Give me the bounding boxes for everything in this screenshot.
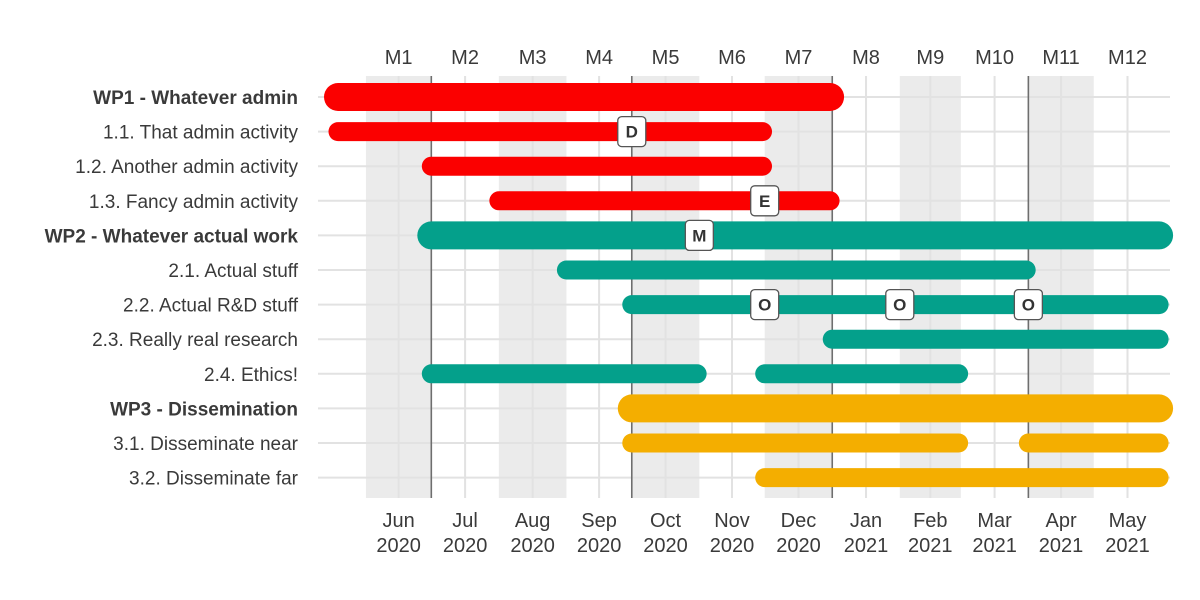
top-tick-m9: M9 bbox=[916, 47, 944, 69]
bottom-tick-year-7: 2020 bbox=[776, 535, 821, 557]
bottom-tick-month-11: Apr bbox=[1045, 510, 1076, 532]
bottom-tick-year-8: 2021 bbox=[844, 535, 889, 557]
milestone-box bbox=[684, 219, 714, 252]
bottom-tick-month-3: Aug bbox=[515, 510, 551, 532]
top-tick-m7: M7 bbox=[785, 47, 813, 69]
milestones: D E M O O O bbox=[617, 115, 1044, 321]
milestone-label: O bbox=[1022, 296, 1035, 315]
bottom-tick-month-1: Jun bbox=[382, 510, 414, 532]
task-label-5: WP2 - Whatever actual work bbox=[45, 226, 299, 247]
bottom-tick-year-11: 2021 bbox=[1039, 535, 1084, 557]
task-label-2: 1.1. That admin activity bbox=[103, 123, 299, 144]
task-label-11: 3.1. Disseminate near bbox=[113, 434, 298, 455]
milestone-box bbox=[750, 288, 780, 321]
milestone-label: O bbox=[893, 296, 906, 315]
task-label-10: WP3 - Dissemination bbox=[110, 399, 298, 420]
milestone-label: E bbox=[759, 192, 770, 211]
task-label-4: 1.3. Fancy admin activity bbox=[89, 192, 299, 213]
task-label-7: 2.2. Actual R&D stuff bbox=[123, 296, 299, 317]
top-tick-m12: M12 bbox=[1108, 47, 1147, 69]
milestone-box bbox=[750, 185, 780, 217]
top-tick-m11: M11 bbox=[1042, 47, 1079, 69]
task-label-3: 1.2. Another admin activity bbox=[75, 157, 298, 178]
milestone-box bbox=[885, 288, 915, 321]
bottom-tick-year-4: 2020 bbox=[577, 535, 622, 557]
milestone-label: M bbox=[692, 226, 706, 245]
task-label-6: 2.1. Actual stuff bbox=[168, 261, 298, 282]
bottom-tick-year-3: 2020 bbox=[510, 535, 555, 557]
task-label-1: WP1 - Whatever admin bbox=[93, 88, 298, 109]
milestone-o-6: O bbox=[1013, 288, 1044, 321]
bottom-tick-month-7: Dec bbox=[781, 510, 817, 532]
bottom-tick-month-5: Oct bbox=[650, 510, 682, 532]
milestone-box bbox=[1013, 288, 1044, 321]
bottom-tick-month-4: Sep bbox=[581, 510, 617, 532]
top-tick-m6: M6 bbox=[718, 47, 746, 69]
milestone-label: D bbox=[626, 123, 638, 142]
bottom-tick-month-10: Mar bbox=[977, 510, 1012, 532]
top-tick-m1: M1 bbox=[385, 47, 413, 69]
bottom-tick-month-8: Jan bbox=[850, 510, 882, 532]
bottom-date-axis: Jun 2020 Jul 2020 Aug 2020 Sep 2020 Oct 2020 Nov 20… bbox=[376, 510, 1149, 557]
milestone-label: O bbox=[758, 296, 771, 315]
task-labels: WP1 - Whatever admin 1.1. That admin acti… bbox=[45, 88, 299, 490]
milestone-box bbox=[617, 115, 647, 148]
bottom-tick-month-12: May bbox=[1109, 510, 1147, 532]
bottom-tick-month-2: Jul bbox=[452, 510, 478, 532]
bottom-tick-year-12: 2021 bbox=[1105, 535, 1150, 557]
top-tick-m10: M10 bbox=[975, 47, 1014, 69]
task-bars bbox=[324, 83, 1174, 488]
milestone-o-5: O bbox=[885, 288, 915, 321]
milestone-d-1: D bbox=[617, 115, 647, 148]
milestone-m-3: M bbox=[684, 219, 714, 252]
bottom-tick-year-2: 2020 bbox=[443, 535, 488, 557]
task-label-8: 2.3. Really real research bbox=[92, 330, 298, 351]
top-tick-m8: M8 bbox=[852, 47, 880, 69]
bottom-tick-year-10: 2021 bbox=[972, 535, 1017, 557]
bottom-tick-year-9: 2021 bbox=[908, 535, 953, 557]
bottom-tick-year-6: 2020 bbox=[710, 535, 755, 557]
bottom-tick-year-1: 2020 bbox=[376, 535, 421, 557]
top-tick-m5: M5 bbox=[652, 47, 680, 69]
task-label-9: 2.4. Ethics! bbox=[204, 365, 298, 386]
bottom-tick-year-5: 2020 bbox=[643, 535, 688, 557]
task-label-12: 3.2. Disseminate far bbox=[129, 469, 299, 490]
bottom-tick-month-9: Feb bbox=[913, 510, 947, 532]
top-tick-m2: M2 bbox=[451, 47, 479, 69]
bottom-tick-month-6: Nov bbox=[714, 510, 750, 532]
milestone-e-2: E bbox=[750, 185, 780, 217]
top-tick-m3: M3 bbox=[519, 47, 547, 69]
top-tick-m4: M4 bbox=[585, 47, 613, 69]
milestone-o-4: O bbox=[750, 288, 780, 321]
top-month-axis: M1 M2 M3 M4 M5 M6 M7 M8 M9 M10 M11 M12 bbox=[385, 47, 1147, 69]
